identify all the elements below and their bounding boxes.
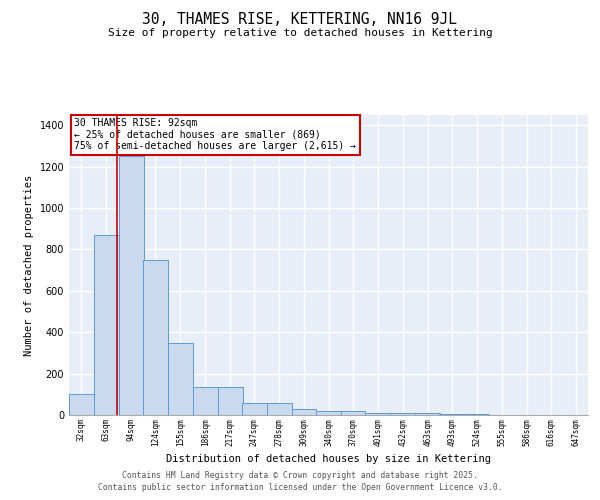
Text: 30 THAMES RISE: 92sqm
← 25% of detached houses are smaller (869)
75% of semi-det: 30 THAMES RISE: 92sqm ← 25% of detached … (74, 118, 356, 151)
Bar (316, 411, 341, 415)
Y-axis label: Number of detached properties: Number of detached properties (24, 174, 34, 356)
Bar (391, 414, 415, 415)
Text: Contains public sector information licensed under the Open Government Licence v3: Contains public sector information licen… (98, 484, 502, 492)
Text: Contains HM Land Registry data © Crown copyright and database right 2025.: Contains HM Land Registry data © Crown c… (122, 471, 478, 480)
Bar (242, 402, 266, 415)
Bar (292, 409, 316, 415)
Bar (193, 387, 218, 415)
Bar (464, 414, 489, 415)
Bar (69, 394, 94, 415)
Bar (94, 235, 119, 415)
Bar (168, 342, 193, 415)
Text: 30, THAMES RISE, KETTERING, NN16 9JL: 30, THAMES RISE, KETTERING, NN16 9JL (143, 12, 458, 28)
Bar (218, 387, 242, 415)
Bar (439, 414, 464, 415)
Bar (266, 402, 292, 415)
Bar (415, 414, 440, 415)
Bar (365, 413, 391, 415)
X-axis label: Distribution of detached houses by size in Kettering: Distribution of detached houses by size … (166, 454, 491, 464)
Bar (143, 260, 168, 415)
Text: Size of property relative to detached houses in Kettering: Size of property relative to detached ho… (107, 28, 493, 38)
Bar (341, 411, 365, 415)
Bar (119, 156, 144, 415)
